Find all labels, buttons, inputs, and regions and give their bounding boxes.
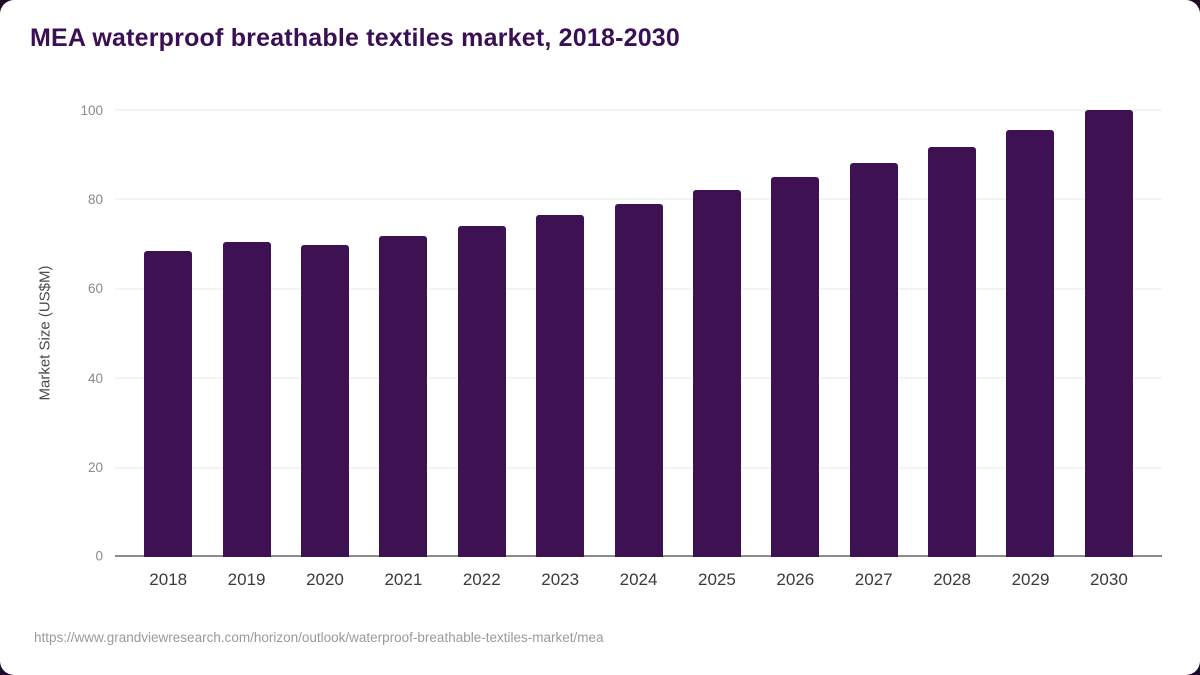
- x-tick-label: 2022: [462, 570, 501, 589]
- source-url: https://www.grandviewresearch.com/horizo…: [34, 630, 604, 645]
- y-tick-label: 80: [87, 191, 103, 207]
- bar-2024: [614, 203, 663, 557]
- y-tick-label: 100: [80, 102, 103, 118]
- x-tick-label: 2020: [306, 570, 344, 589]
- bar-2022: [457, 226, 506, 557]
- x-tick-label: 2026: [776, 570, 815, 589]
- bar-2021: [379, 236, 428, 557]
- x-tick-label: 2027: [854, 570, 893, 589]
- x-tick-label: 2030: [1089, 570, 1128, 589]
- bar-slot: [364, 110, 442, 557]
- bar-2027: [849, 162, 898, 557]
- y-tick-label: 60: [87, 281, 103, 297]
- y-tick-label: 40: [87, 370, 103, 386]
- chart-title: MEA waterproof breathable textiles marke…: [30, 24, 681, 52]
- plot-region: 0 20 40 60 80 100: [80, 103, 1162, 564]
- y-axis-title: Market Size (US$M): [36, 265, 54, 401]
- bar-slot: [835, 110, 913, 557]
- bar-2029: [1006, 130, 1055, 557]
- plot-area: [115, 110, 1162, 557]
- y-tick-label: 20: [87, 460, 103, 476]
- gridline: 100: [80, 103, 1162, 118]
- bar-2019: [222, 241, 271, 557]
- x-tick-label: 2029: [1011, 570, 1050, 589]
- bar-slot: [913, 110, 991, 557]
- x-tick-label: 2028: [933, 570, 972, 589]
- bar-slot: [207, 110, 285, 557]
- gridline: 80: [88, 192, 1162, 207]
- bar-2018: [144, 250, 193, 557]
- bar-slot: [521, 110, 599, 557]
- x-tick-label: 2018: [149, 570, 188, 589]
- bar-2020: [300, 245, 349, 557]
- bar-2025: [692, 190, 741, 557]
- bar-slot: [991, 110, 1069, 557]
- y-tick-label: 0: [95, 548, 103, 564]
- bar-slot: [678, 110, 756, 557]
- x-tick-label: 2025: [698, 570, 736, 589]
- x-tick-label: 2024: [619, 570, 658, 589]
- bar-2030: [1084, 110, 1133, 557]
- x-tick-label: 2021: [384, 570, 423, 589]
- x-tick-label: 2023: [541, 570, 580, 589]
- bar-slot: [129, 110, 207, 557]
- bar-2023: [536, 215, 585, 557]
- bar-slot: [286, 110, 364, 557]
- x-axis-labels: 2018 2019 2020 2021 2022 2023 2024 2025 2026 2027…: [115, 570, 1162, 590]
- bar-slot: [599, 110, 677, 557]
- bar-2026: [771, 177, 820, 557]
- bar-slot: [443, 110, 521, 557]
- x-tick-label: 2019: [227, 570, 266, 589]
- bar-2028: [928, 146, 977, 557]
- bar-slot: [756, 110, 834, 557]
- bar-slot: [1070, 110, 1148, 557]
